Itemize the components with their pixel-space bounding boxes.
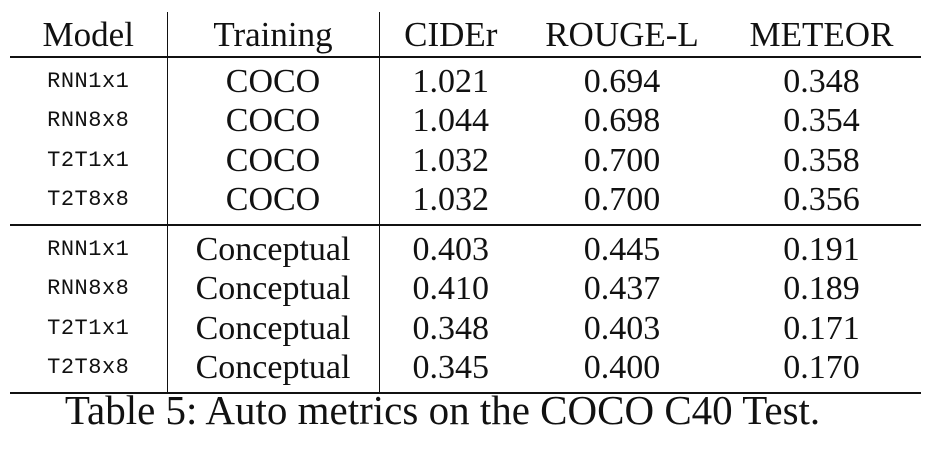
header-model: Model xyxy=(10,12,168,58)
cell-meteor: 0.356 xyxy=(722,180,921,226)
table-row: T2T1x1 COCO 1.032 0.700 0.358 xyxy=(10,141,921,181)
table-row: RNN8x8 Conceptual 0.410 0.437 0.189 xyxy=(10,269,921,309)
header-row: Model Training CIDEr ROUGE-L METEOR xyxy=(10,12,921,58)
header-rouge-l: ROUGE-L xyxy=(522,12,722,58)
cell-model: RNN1x1 xyxy=(10,225,168,270)
table-row: RNN1x1 COCO 1.021 0.694 0.348 xyxy=(10,57,921,102)
cell-meteor: 0.354 xyxy=(783,102,860,140)
cell-training: Conceptual xyxy=(167,348,380,394)
cell-model: T2T8x8 xyxy=(10,180,168,226)
cell-meteor: 0.171 xyxy=(783,309,860,347)
cell-meteor: 0.170 xyxy=(722,348,921,394)
cell-training: COCO xyxy=(167,57,380,102)
cell-cider: 0.410 xyxy=(412,270,490,308)
cell-rouge-l: 0.445 xyxy=(583,230,661,268)
cell-model: T2T8x8 xyxy=(10,348,168,394)
cell-rouge-l: 0.403 xyxy=(583,309,661,347)
cell-cider: 1.032 xyxy=(379,180,522,226)
cell-model: RNN1x1 xyxy=(10,57,168,102)
cell-cider: 1.021 xyxy=(412,62,490,100)
header-training: Training xyxy=(167,12,380,58)
cell-rouge-l: 0.700 xyxy=(522,180,722,226)
cell-meteor: 0.358 xyxy=(783,141,860,179)
table-row: T2T1x1 Conceptual 0.348 0.403 0.171 xyxy=(10,309,921,349)
table-caption: Table 5: Auto metrics on the COCO C40 Te… xyxy=(64,387,821,433)
cell-cider: 1.044 xyxy=(412,102,490,140)
header-cider: CIDEr xyxy=(379,12,522,58)
cell-training: COCO xyxy=(167,101,380,141)
cell-training: Conceptual xyxy=(167,309,380,349)
cell-rouge-l: 0.400 xyxy=(522,348,722,394)
cell-rouge-l: 0.437 xyxy=(583,270,661,308)
cell-training: Conceptual xyxy=(167,225,380,270)
cell-cider: 0.345 xyxy=(379,348,522,394)
cell-model: RNN8x8 xyxy=(10,101,168,141)
table-row: RNN8x8 COCO 1.044 0.698 0.354 xyxy=(10,101,921,141)
results-table: Model Training CIDEr ROUGE-L METEOR RNN1… xyxy=(10,12,921,394)
cell-model: RNN8x8 xyxy=(10,269,168,309)
cell-rouge-l: 0.698 xyxy=(583,102,661,140)
cell-training: COCO xyxy=(167,141,380,181)
cell-rouge-l: 0.700 xyxy=(583,141,661,179)
cell-cider: 0.403 xyxy=(412,230,490,268)
cell-model: T2T1x1 xyxy=(10,309,168,349)
cell-model: T2T1x1 xyxy=(10,141,168,181)
cell-meteor: 0.189 xyxy=(783,270,860,308)
cell-training: COCO xyxy=(167,180,380,226)
header-meteor: METEOR xyxy=(722,12,921,58)
cell-meteor: 0.348 xyxy=(783,62,860,100)
table-row: T2T8x8 Conceptual 0.345 0.400 0.170 xyxy=(10,348,921,394)
cell-cider: 1.032 xyxy=(412,141,490,179)
cell-cider: 0.348 xyxy=(412,309,490,347)
table-row: T2T8x8 COCO 1.032 0.700 0.356 xyxy=(10,180,921,226)
cell-training: Conceptual xyxy=(167,269,380,309)
cell-rouge-l: 0.694 xyxy=(583,62,661,100)
cell-meteor: 0.191 xyxy=(783,230,860,268)
table-row: RNN1x1 Conceptual 0.403 0.445 0.191 xyxy=(10,225,921,270)
